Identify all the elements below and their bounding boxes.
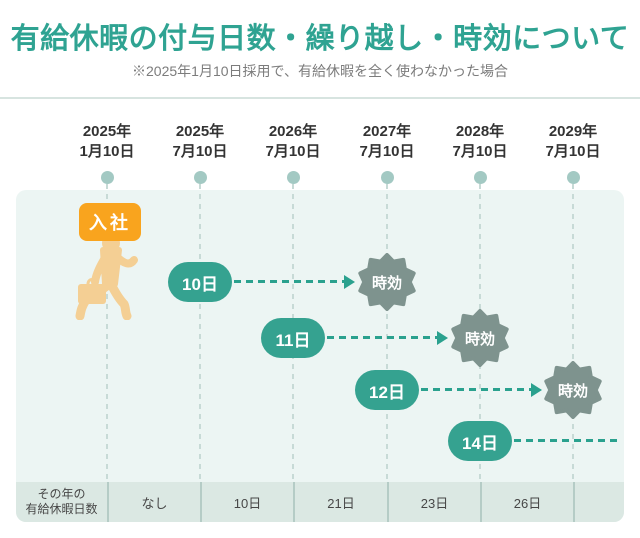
timeline-dot [473,171,487,184]
date-day: 7月10日 [265,143,321,160]
summary-label-line1: その年の [37,487,86,501]
date-day: 7月10日 [545,143,601,160]
expiry-arrow-line-2 [421,388,531,391]
date-day: 7月10日 [359,143,415,160]
expiry-arrow-head-2 [531,383,542,397]
column-guide-line [572,184,574,482]
page-subtitle: ※2025年1月10日採用で、有給休暇を全く使わなかった場合 [132,63,508,79]
date-year: 2027年 [362,123,412,140]
timeline-dot [193,171,207,184]
summary-row: その年の 有給休暇日数 なし 10日 21日 23日 26日 [16,482,624,522]
grant-pill-0: 10日 [168,262,232,302]
expiry-label: 時効 [464,330,495,348]
expiry-arrow-line-3 [514,439,620,442]
burst-shape [544,361,602,419]
summary-value-2: 21日 [327,495,355,511]
expiry-arrow-head-0 [344,275,355,289]
burst-shape [451,309,509,367]
expiry-label: 時効 [371,274,402,292]
header-divider [0,97,640,99]
date-year: 2028年 [455,123,505,140]
timeline-dot [380,171,394,184]
timeline-dot [100,171,114,184]
summary-value-0: なし [141,495,168,511]
grant-pill-3: 14日 [448,421,512,461]
date-day: 7月10日 [172,143,228,160]
table-divider [387,482,389,522]
date-day: 1月10日 [79,143,135,160]
summary-value-4: 26日 [513,495,542,511]
date-day: 7月10日 [452,143,508,160]
timeline-dot [566,171,580,184]
summary-value-1: 10日 [233,495,262,511]
grant-pill-2: 12日 [355,370,419,410]
table-divider [573,482,575,522]
timeline-date-5: 2029年 7月10日 [523,122,623,162]
grant-pill-1: 11日 [261,318,325,358]
date-year: 2029年 [548,123,598,140]
date-year: 2026年 [268,123,318,140]
expiry-burst-2: 時効 [544,361,602,419]
summary-value-3: 23日 [420,495,449,511]
expiry-arrow-head-1 [437,331,448,345]
table-divider [480,482,482,522]
table-divider [200,482,202,522]
timeline-date-0: 2025年 1月10日 [57,122,157,162]
table-divider [293,482,295,522]
timeline-date-2: 2026年 7月10日 [243,122,343,162]
timeline-date-3: 2027年 7月10日 [337,122,437,162]
summary-value-5 [575,482,624,522]
timeline-date-1: 2025年 7月10日 [150,122,250,162]
summary-label-line2: 有給休暇日数 [25,502,98,516]
column-guide-line [106,184,108,482]
expiry-burst-0: 時効 [358,253,416,311]
expiry-burst-1: 時効 [451,309,509,367]
column-guide-line [199,184,201,482]
expiry-arrow-line-0 [234,280,344,283]
date-year: 2025年 [82,123,132,140]
expiry-arrow-line-1 [327,336,437,339]
person-svg [75,234,138,321]
table-divider [107,482,109,522]
timeline-dot [286,171,300,184]
burst-shape [358,253,416,311]
join-company-badge: 入社 [79,203,141,241]
column-guide-line [386,184,388,482]
date-year: 2025年 [175,123,225,140]
summary-row-label: その年の 有給休暇日数 [16,482,107,522]
page-title: 有給休暇の付与日数・繰り越し・時効について [10,23,630,55]
expiry-label: 時効 [557,382,588,400]
walking-person-icon [66,234,150,325]
timeline-date-4: 2028年 7月10日 [430,122,530,162]
